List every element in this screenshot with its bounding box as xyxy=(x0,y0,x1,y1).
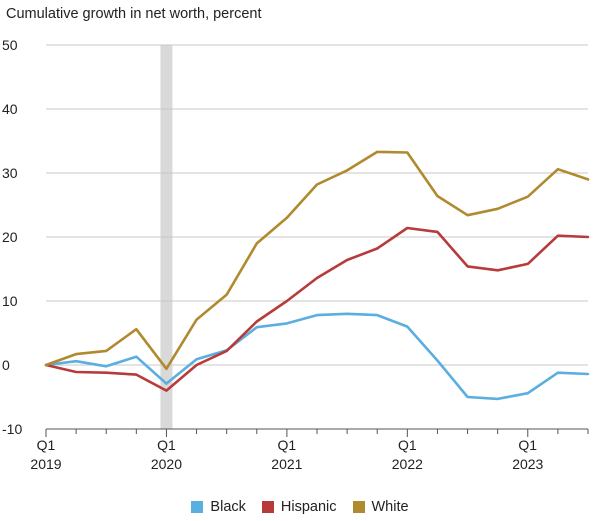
series-layer xyxy=(44,150,590,401)
y-tick-label: 20 xyxy=(2,229,18,245)
series-line-hispanic xyxy=(44,226,590,392)
x-tick-label-quarter: Q1 xyxy=(157,437,176,453)
legend-item-white: White xyxy=(352,499,409,515)
x-tick-label-year: 2020 xyxy=(151,456,182,472)
legend-swatch xyxy=(261,501,274,513)
legend-label: White xyxy=(371,499,409,515)
x-tick-label-year: 2019 xyxy=(30,456,61,472)
y-tick-label: 40 xyxy=(2,101,18,117)
legend-label: Hispanic xyxy=(280,499,337,515)
series-line-black xyxy=(44,312,590,401)
x-tick-label-quarter: Q1 xyxy=(398,437,417,453)
series-line-white xyxy=(44,150,590,371)
x-tick-label-quarter: Q1 xyxy=(37,437,56,453)
chart-title: Cumulative growth in net worth, percent xyxy=(6,6,262,22)
x-axis-labels: Q1 2019 Q1 2020 Q1 2021 Q1 2022 Q1 2023 xyxy=(30,437,543,472)
x-tick-label-year: 2022 xyxy=(392,456,423,472)
y-tick-label: 30 xyxy=(2,165,18,181)
grid-layer xyxy=(46,44,588,430)
legend-label: Black xyxy=(210,499,246,515)
x-tick-label-quarter: Q1 xyxy=(518,437,537,453)
y-tick-label: 0 xyxy=(2,357,10,373)
y-tick-label: -10 xyxy=(2,421,22,437)
y-tick-label: 50 xyxy=(2,37,18,53)
legend: Black Hispanic White xyxy=(0,499,600,515)
legend-swatch xyxy=(352,501,365,513)
x-tick-label-year: 2023 xyxy=(512,456,543,472)
y-tick-label: 10 xyxy=(2,293,18,309)
y-axis-labels: -10 0 10 20 30 40 50 xyxy=(2,37,22,437)
legend-swatch xyxy=(191,501,204,513)
x-axis xyxy=(45,428,589,437)
legend-item-hispanic: Hispanic xyxy=(261,499,337,515)
x-tick-label-quarter: Q1 xyxy=(278,437,297,453)
legend-item-black: Black xyxy=(191,499,246,515)
x-tick-label-year: 2021 xyxy=(271,456,302,472)
